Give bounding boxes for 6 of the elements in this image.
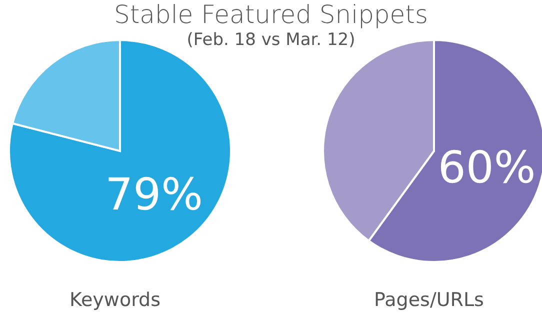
text: Pages/URLs bbox=[373, 288, 485, 312]
text: (Feb. 18 vs Mar. 12) bbox=[186, 30, 356, 50]
text: Keywords bbox=[68, 288, 162, 312]
data-label: 79% bbox=[105, 169, 203, 220]
data-label: 60% bbox=[438, 142, 536, 194]
chart-title: Stable Featured Snippets bbox=[112, 0, 430, 30]
